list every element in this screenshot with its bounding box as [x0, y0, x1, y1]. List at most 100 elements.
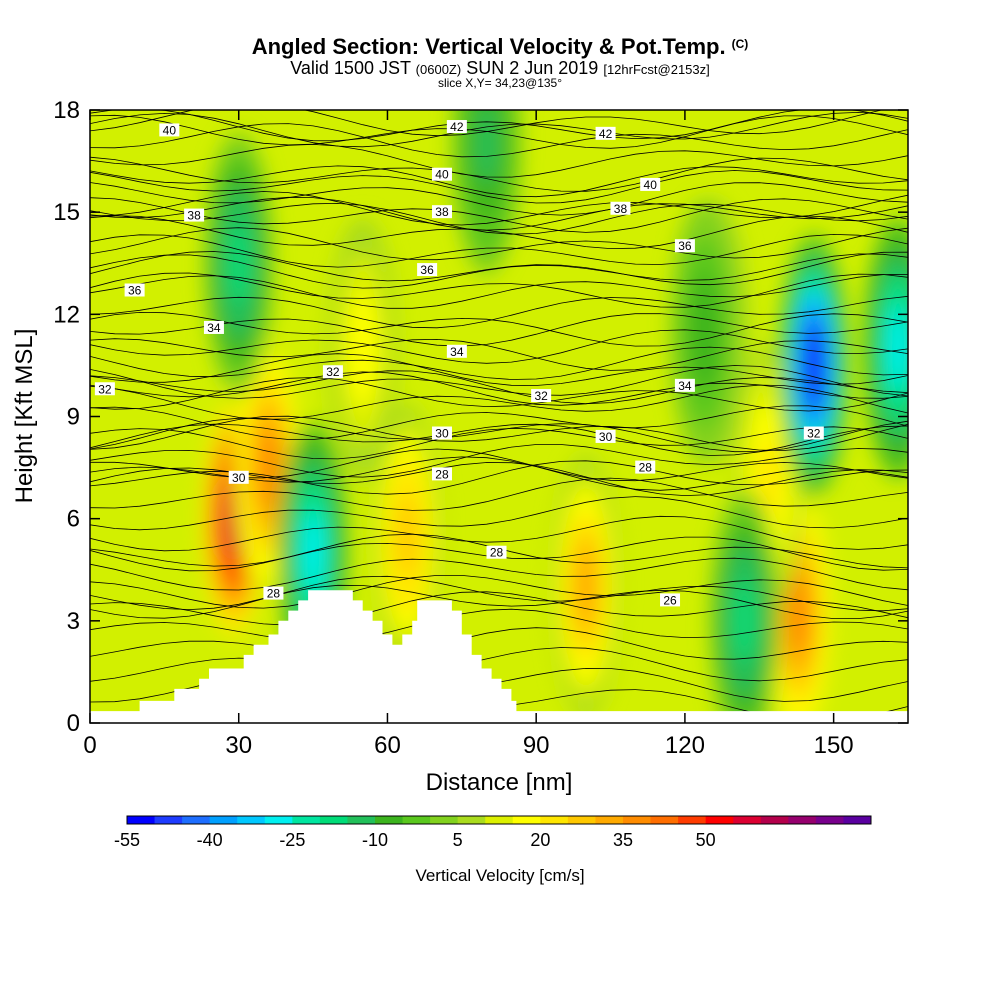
colorbar-swatch — [154, 816, 183, 824]
colorbar-swatch — [815, 816, 844, 824]
contour-label: 30 — [599, 430, 613, 444]
contour-label: 28 — [639, 461, 653, 475]
isentrope-line — [90, 575, 908, 612]
contour-label: 32 — [326, 365, 340, 379]
x-tick-label: 30 — [225, 732, 252, 759]
isentrope-line — [90, 215, 908, 250]
isentrope-line — [90, 197, 908, 233]
chart-credit: (C) — [731, 37, 749, 51]
contour-label: 32 — [534, 389, 548, 403]
colorbar-swatch — [209, 816, 238, 824]
slice-label: slice X,Y= 34,23@135° — [437, 76, 563, 90]
contour-label-box — [446, 344, 467, 358]
isentrope-line — [90, 110, 884, 137]
chart-title: Angled Section: Vertical Velocity & Pot.… — [251, 34, 749, 59]
isentrope-line — [90, 496, 908, 531]
colorbar-swatch — [127, 816, 156, 824]
colorbar-tick-label: 5 — [453, 830, 463, 850]
chart-subtitle: Valid 1500 JST (0600Z) SUN 2 Jun 2019 [1… — [290, 58, 710, 78]
isentrope-line — [90, 365, 908, 399]
isentrope-line — [90, 370, 908, 405]
colorbar-tick-label: 50 — [696, 830, 716, 850]
colorbar-swatch — [705, 816, 734, 824]
downdraft-core-0 — [803, 325, 824, 406]
isentrope-line — [90, 627, 908, 660]
contour-label-box — [124, 283, 145, 297]
colorbar-tick-label: 20 — [530, 830, 550, 850]
contour-label-box — [803, 426, 824, 440]
y-tick-label: 0 — [67, 710, 80, 737]
isentrope-line — [90, 456, 908, 491]
isentrope-line — [90, 575, 908, 609]
contour-label: 36 — [678, 239, 692, 253]
colorbar-swatch — [457, 816, 486, 824]
x-tick-label: 90 — [523, 732, 550, 759]
contour-label-box — [610, 201, 631, 215]
terrain — [90, 590, 908, 723]
updraft-core-7 — [759, 437, 780, 518]
contour-label: 40 — [163, 123, 177, 137]
colorbar-swatch — [182, 816, 211, 824]
isentrope-line — [90, 156, 908, 192]
isentrope-line — [90, 584, 908, 619]
contour-label-box — [431, 167, 452, 181]
downdraft-core-2 — [303, 512, 324, 593]
colorbar-swatch — [595, 816, 624, 824]
forecast-label: [12hrFcst@2153z] — [603, 62, 710, 77]
colorbar-swatch — [623, 816, 652, 824]
downdraft-core-4 — [734, 580, 755, 661]
colorbar-swatch — [375, 816, 404, 824]
contour-label: 26 — [663, 593, 677, 607]
isentrope-line — [90, 165, 908, 198]
isentrope-line — [90, 338, 908, 371]
contour-label: 34 — [678, 379, 692, 393]
colorbar-swatch — [843, 816, 872, 824]
isentrope-line — [90, 272, 908, 308]
colorbar-tick-label: -55 — [114, 830, 140, 850]
contour-label-box — [159, 123, 180, 137]
y-axis-label: Height [Kft MSL] — [11, 329, 38, 504]
contour-label-box — [674, 239, 695, 253]
contour-label: 38 — [435, 205, 449, 219]
contour-label-box — [322, 365, 343, 379]
contour-label-box — [263, 586, 284, 600]
isentrope-line — [90, 233, 908, 268]
contour-label: 42 — [450, 120, 464, 134]
colorbar-swatch — [237, 816, 266, 824]
isentrope-line — [90, 111, 908, 148]
colorbar-swatch — [512, 816, 541, 824]
isentrope-line — [90, 515, 908, 552]
date-label: SUN 2 Jun 2019 — [466, 58, 599, 78]
contour-label-box — [431, 426, 452, 440]
contour-label: 42 — [599, 127, 613, 141]
colorbar-tick-label: -10 — [362, 830, 388, 850]
y-tick-label: 3 — [67, 608, 80, 635]
updraft-core-4 — [397, 495, 418, 576]
contour-label: 32 — [807, 427, 821, 441]
x-axis: 0 30 60 90 120 150 — [83, 110, 854, 759]
colorbar-tick-label: -25 — [279, 830, 305, 850]
isentrope-line — [90, 311, 908, 347]
contour-label-box — [531, 389, 552, 403]
contour-label-box — [595, 126, 616, 140]
y-tick-label: 6 — [67, 506, 80, 533]
colorbar-swatch — [567, 816, 596, 824]
contour-label: 36 — [128, 283, 142, 297]
isentrope-line — [90, 608, 908, 642]
isentrope-line — [90, 143, 908, 178]
updraft-core-2 — [575, 546, 596, 627]
colorbar-frame — [126, 815, 872, 825]
y-tick-label: 18 — [53, 97, 80, 124]
x-tick-label: 120 — [665, 732, 705, 759]
x-tick-label: 150 — [814, 732, 854, 759]
isentrope-line — [90, 191, 908, 226]
isentrope-line — [90, 202, 908, 235]
isentrope-line — [90, 557, 908, 591]
updraft-core-1 — [258, 427, 279, 508]
isentrope-line — [90, 448, 908, 482]
isentrope-line — [90, 371, 908, 406]
contour-label: 30 — [232, 471, 246, 485]
colorbar-tick-label: -40 — [197, 830, 223, 850]
contour-label-box — [486, 545, 507, 559]
